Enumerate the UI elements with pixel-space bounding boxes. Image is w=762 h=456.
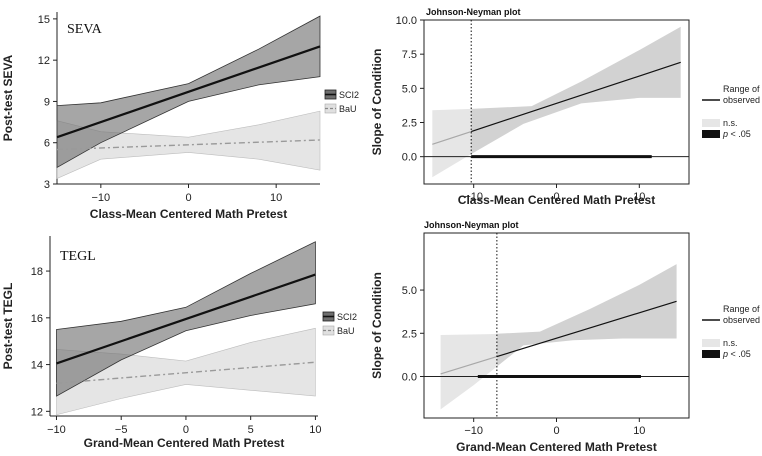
slope-line-sig <box>496 300 677 358</box>
y-tick-label-3: 18 <box>31 266 43 278</box>
x-tick-label-3: 5 <box>248 424 254 436</box>
x-tick-label-0: −10 <box>47 424 66 436</box>
legend-label-sci2: SCI2 <box>337 312 357 322</box>
bau-regression-line <box>56 139 321 151</box>
legend-swatch-ns <box>702 339 720 347</box>
x-tick-label-1: −5 <box>115 424 128 436</box>
x-tick-label-0: −10 <box>91 192 110 204</box>
x-tick-label-0: −10 <box>464 191 483 203</box>
x-tick-label-1: 0 <box>553 425 559 437</box>
chart-panel-1: 3 6 9 12 15 −10 0 10 SEVA Class-Mean Centered Mat… <box>1 12 359 221</box>
legend-label-bau: BaU <box>339 104 357 114</box>
x-tick-label-2: 0 <box>183 424 189 436</box>
legend-label-sci2: SCI2 <box>339 90 359 100</box>
y-axis-label: Post-test SEVA <box>1 54 15 141</box>
x-tick-label-2: 10 <box>633 191 645 203</box>
bau-regression-line <box>56 361 316 384</box>
panel-title: SEVA <box>67 22 103 37</box>
legend-label-sig: p < .05 <box>722 349 751 359</box>
x-axis-label: Grand-Mean Centered Math Pretest <box>84 436 285 450</box>
x-tick-label-4: 10 <box>309 424 321 436</box>
x-axis-label: Class-Mean Centered Math Pretest <box>458 193 655 207</box>
y-tick-label-0: 3 <box>44 179 50 191</box>
chart-panel-2: 0.0 2.5 5.0 7.5 10.0 −10 0 10 Johnson-Neyman plo… <box>370 7 762 207</box>
y-tick-label-1: 14 <box>31 360 43 372</box>
x-axis-label: Grand-Mean Centered Math Pretest <box>456 440 657 454</box>
ci-band-ns <box>432 108 472 178</box>
y-tick-label-2: 9 <box>44 96 50 108</box>
bau-ci-band <box>56 327 316 416</box>
legend-swatch-ns <box>702 119 720 127</box>
chart-panel-3: 12 14 16 18 −10 −5 0 5 10 TEGL Grand-Mean Centered… <box>1 236 357 450</box>
y-tick-label-2: 5.0 <box>402 285 417 297</box>
y-tick-label-3: 12 <box>38 55 50 67</box>
slope-line-ns <box>440 356 498 375</box>
panel-title: TEGL <box>60 249 96 264</box>
x-axis-label: Class-Mean Centered Math Pretest <box>90 207 287 221</box>
y-axis-label: Post-test TEGL <box>1 283 15 370</box>
jn-plot-title: Johnson-Neyman plot <box>426 7 521 17</box>
x-tick-label-0: −10 <box>464 425 483 437</box>
ci-band-ns <box>440 333 497 410</box>
y-tick-label-1: 6 <box>44 138 50 150</box>
y-tick-label-0: 0.0 <box>402 152 417 164</box>
x-tick-label-2: 10 <box>270 192 282 204</box>
y-tick-label-1: 2.5 <box>402 118 417 130</box>
ci-band-sig <box>496 264 677 367</box>
y-axis-label: Slope of Condition <box>370 272 384 379</box>
sci2-regression-line <box>56 273 316 365</box>
legend-label-sig: p < .05 <box>722 129 751 139</box>
slope-line-sig <box>471 61 681 133</box>
x-tick-label-2: 10 <box>633 425 645 437</box>
x-tick-label-1: 0 <box>553 191 559 203</box>
y-tick-label-1: 2.5 <box>402 328 417 340</box>
jn-plot-title: Johnson-Neyman plot <box>424 220 519 230</box>
legend-swatch-sig <box>702 350 720 358</box>
y-tick-label-4: 10.0 <box>396 15 417 27</box>
y-tick-label-2: 5.0 <box>402 83 417 95</box>
y-tick-label-3: 7.5 <box>402 49 417 61</box>
y-tick-label-2: 16 <box>31 313 43 325</box>
x-tick-label-1: 0 <box>185 192 191 204</box>
y-axis-label: Slope of Condition <box>370 49 384 156</box>
legend-label-ns: n.s. <box>723 118 738 128</box>
y-tick-label-0: 12 <box>31 406 43 418</box>
chart-panel-4: 0.0 2.5 5.0 −10 0 10 Johnson-Neyman plot Grand-… <box>370 220 762 454</box>
ci-band-sig <box>471 26 681 155</box>
sci2-regression-line <box>56 45 321 139</box>
legend-label-ns: n.s. <box>723 338 738 348</box>
legend-swatch-sig <box>702 130 720 138</box>
y-tick-label-0: 0.0 <box>402 372 417 384</box>
y-tick-label-4: 15 <box>38 14 50 26</box>
legend-label-bau: BaU <box>337 326 355 336</box>
slope-line-ns <box>432 130 472 145</box>
